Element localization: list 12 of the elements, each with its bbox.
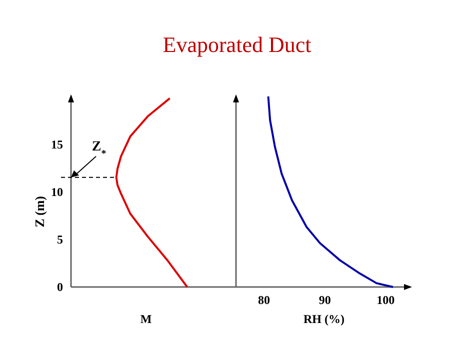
x-axis-title: M (140, 312, 152, 326)
x-tick-label: 80 (258, 293, 270, 307)
y-axis-title: Z (m) (32, 196, 47, 228)
y-tick-label: 5 (57, 232, 63, 247)
x-axis-title: RH (%) (304, 312, 344, 326)
y-tick-label: 0 (57, 280, 63, 294)
x-tick-label: 100 (376, 293, 395, 307)
text: Evaporated Duct (162, 32, 312, 57)
x-tick-label: 90 (318, 293, 331, 307)
ref-line-label: Z$_{*}$ (92, 139, 106, 159)
y-tick-label: 15 (51, 137, 63, 152)
y-tick-label: 10 (51, 184, 63, 199)
